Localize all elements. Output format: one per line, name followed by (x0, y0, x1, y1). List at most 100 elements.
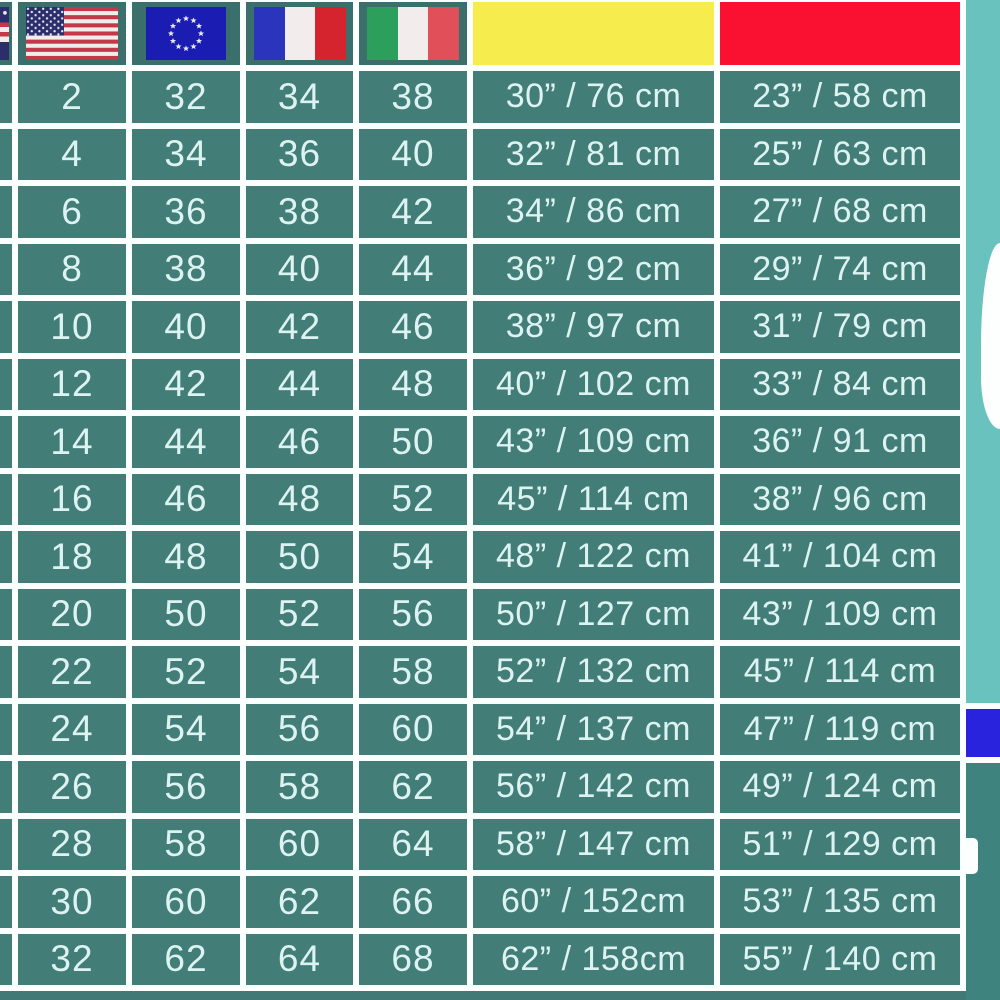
fr-size-cell: 48 (246, 473, 353, 525)
uk-size-cell (0, 473, 12, 525)
header-waist-color-block (720, 2, 960, 65)
header-eu (132, 2, 240, 65)
it-size-cell: 52 (359, 473, 467, 525)
waist-measurement-cell: 53” / 135 cm (720, 876, 960, 928)
it-size-cell: 62 (359, 761, 467, 813)
it-size-cell: 38 (359, 71, 467, 123)
eu-size-cell: 46 (132, 473, 240, 525)
waist-measurement-cell: 29” / 74 cm (720, 243, 960, 295)
it-size-cell: 56 (359, 588, 467, 640)
fr-size-cell: 36 (246, 128, 353, 180)
us-size-cell: 10 (18, 301, 126, 353)
us-size-cell: 26 (18, 761, 126, 813)
waist-measurement-cell: 33” / 84 cm (720, 358, 960, 410)
waist-measurement-cell: 45” / 114 cm (720, 646, 960, 698)
eu-flag-icon (146, 7, 226, 60)
us-size-cell: 30 (18, 876, 126, 928)
bust-measurement-cell: 38” / 97 cm (473, 301, 714, 353)
italy-flag-icon (367, 7, 459, 60)
us-size-cell: 32 (18, 933, 126, 985)
france-flag-icon (253, 7, 346, 60)
uk-size-cell (0, 531, 12, 583)
bust-measurement-cell: 48” / 122 cm (473, 531, 714, 583)
uk-size-cell (0, 818, 12, 870)
fr-size-cell: 64 (246, 933, 353, 985)
fr-size-cell: 56 (246, 703, 353, 755)
strip-blue-square (966, 709, 1000, 757)
it-size-cell: 46 (359, 301, 467, 353)
uk-size-cell (0, 128, 12, 180)
waist-measurement-cell: 49” / 124 cm (720, 761, 960, 813)
eu-size-cell: 32 (132, 71, 240, 123)
eu-size-cell: 42 (132, 358, 240, 410)
eu-size-cell: 58 (132, 818, 240, 870)
bust-measurement-cell: 50” / 127 cm (473, 588, 714, 640)
us-size-cell: 4 (18, 128, 126, 180)
bust-measurement-cell: 30” / 76 cm (473, 71, 714, 123)
waist-measurement-cell: 51” / 129 cm (720, 818, 960, 870)
eu-size-cell: 52 (132, 646, 240, 698)
fr-size-cell: 42 (246, 301, 353, 353)
eu-size-cell: 62 (132, 933, 240, 985)
bust-measurement-cell: 54” / 137 cm (473, 703, 714, 755)
eu-size-cell: 34 (132, 128, 240, 180)
fr-size-cell: 54 (246, 646, 353, 698)
strip-lower-teal (966, 763, 1000, 1000)
uk-size-cell (0, 703, 12, 755)
waist-measurement-cell: 43” / 109 cm (720, 588, 960, 640)
waist-measurement-cell: 25” / 63 cm (720, 128, 960, 180)
fr-size-cell: 60 (246, 818, 353, 870)
strip-white-tab (966, 838, 978, 874)
eu-size-cell: 48 (132, 531, 240, 583)
fr-size-cell: 38 (246, 186, 353, 238)
us-size-cell: 16 (18, 473, 126, 525)
size-table: 2 32 34 38 30” / 76 cm 23” / 58 cm 4 34 36 40 32” … (0, 0, 966, 991)
it-size-cell: 44 (359, 243, 467, 295)
eu-size-cell: 54 (132, 703, 240, 755)
us-flag-icon (26, 7, 118, 60)
background-photo-strip (966, 0, 1000, 1000)
bust-measurement-cell: 60” / 152cm (473, 876, 714, 928)
waist-measurement-cell: 27” / 68 cm (720, 186, 960, 238)
eu-size-cell: 38 (132, 243, 240, 295)
header-fr (246, 2, 353, 65)
eu-size-cell: 40 (132, 301, 240, 353)
waist-measurement-cell: 23” / 58 cm (720, 71, 960, 123)
size-table-grid: 2 32 34 38 30” / 76 cm 23” / 58 cm 4 34 36 40 32” … (0, 0, 966, 991)
header-bust-color-block (473, 2, 714, 65)
bust-measurement-cell: 58” / 147 cm (473, 818, 714, 870)
uk-size-cell (0, 243, 12, 295)
eu-size-cell: 44 (132, 416, 240, 468)
us-size-cell: 6 (18, 186, 126, 238)
waist-measurement-cell: 47” / 119 cm (720, 703, 960, 755)
fr-size-cell: 34 (246, 71, 353, 123)
eu-size-cell: 50 (132, 588, 240, 640)
us-size-cell: 24 (18, 703, 126, 755)
fr-size-cell: 52 (246, 588, 353, 640)
uk-size-cell (0, 646, 12, 698)
uk-size-cell (0, 301, 12, 353)
waist-measurement-cell: 38” / 96 cm (720, 473, 960, 525)
us-size-cell: 28 (18, 818, 126, 870)
waist-measurement-cell: 31” / 79 cm (720, 301, 960, 353)
bust-measurement-cell: 34” / 86 cm (473, 186, 714, 238)
strip-grid-line (966, 757, 1000, 763)
us-size-cell: 8 (18, 243, 126, 295)
uk-size-cell (0, 933, 12, 985)
uk-size-cell (0, 876, 12, 928)
us-size-cell: 12 (18, 358, 126, 410)
it-size-cell: 68 (359, 933, 467, 985)
bust-measurement-cell: 32” / 81 cm (473, 128, 714, 180)
it-size-cell: 50 (359, 416, 467, 468)
waist-measurement-cell: 55” / 140 cm (720, 933, 960, 985)
eu-size-cell: 36 (132, 186, 240, 238)
eu-size-cell: 56 (132, 761, 240, 813)
uk-size-cell (0, 71, 12, 123)
bust-measurement-cell: 36” / 92 cm (473, 243, 714, 295)
header-uk (0, 2, 12, 65)
fr-size-cell: 40 (246, 243, 353, 295)
fr-size-cell: 50 (246, 531, 353, 583)
fr-size-cell: 58 (246, 761, 353, 813)
bust-measurement-cell: 56” / 142 cm (473, 761, 714, 813)
